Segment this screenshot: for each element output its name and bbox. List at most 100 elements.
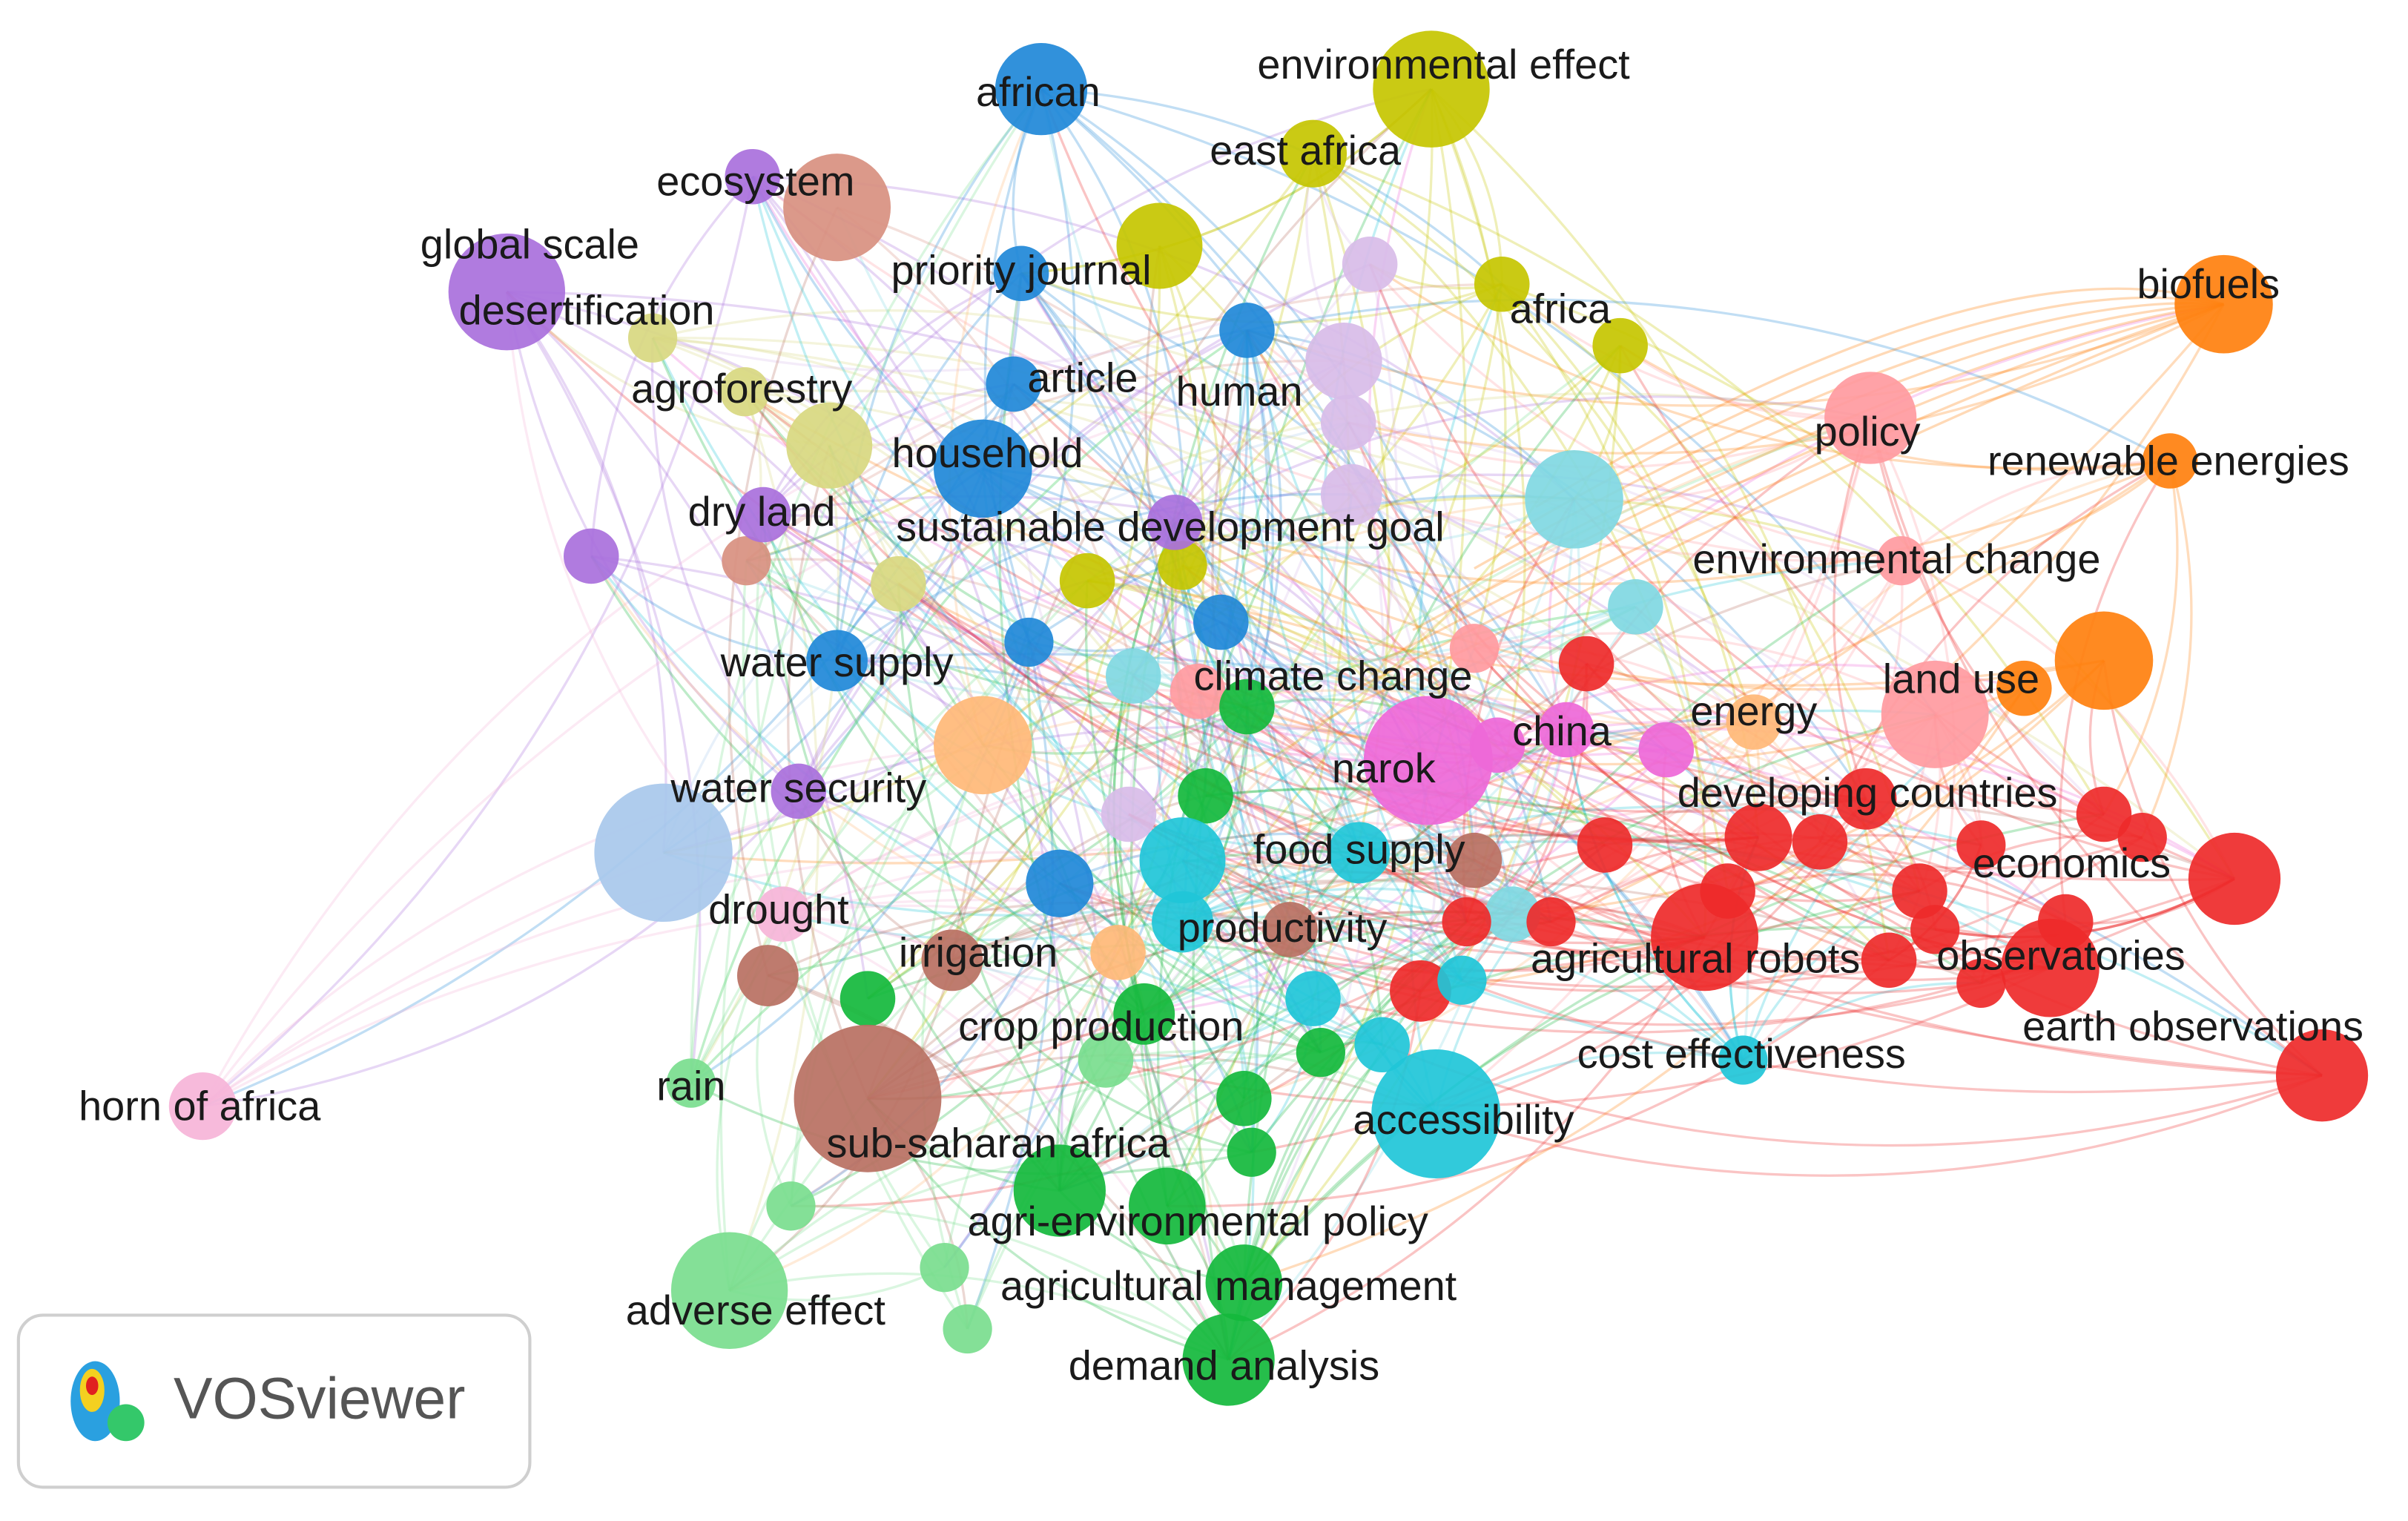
keyword-label: sustainable development goal	[896, 503, 1445, 550]
keyword-bubble	[994, 43, 1088, 136]
edge	[729, 1272, 1230, 1361]
keyword-bubble	[1446, 832, 1502, 888]
edge	[1420, 659, 2105, 992]
edge	[837, 653, 2323, 1077]
edge	[1348, 421, 2105, 816]
keyword-bubble	[1726, 694, 1782, 750]
keyword-bubble	[2174, 254, 2273, 354]
keyword-bubble	[1525, 450, 1623, 549]
edge	[690, 675, 1134, 1084]
edge	[951, 959, 1253, 1154]
edge	[1348, 303, 2225, 455]
keyword-label: desertification	[459, 286, 715, 333]
edge	[1144, 245, 1291, 931]
edge	[782, 887, 1422, 992]
keyword-label: policy	[1815, 408, 1921, 455]
edge	[1727, 687, 2025, 893]
edge	[1204, 345, 1622, 797]
edge	[867, 1053, 1436, 1115]
edge	[1220, 621, 1475, 661]
logo-icon	[85, 1376, 99, 1396]
keyword-bubble	[2275, 1029, 2369, 1122]
edge	[1511, 663, 1589, 915]
keyword-bubble	[2076, 786, 2132, 842]
edge	[1243, 813, 2105, 1284]
keyword-label: rain	[656, 1063, 725, 1109]
keyword-label: ecosystem	[656, 157, 854, 204]
keyword-bubble	[1373, 30, 1490, 148]
edge	[1586, 662, 1921, 892]
edge	[1058, 498, 1576, 1192]
keyword-bubble	[1227, 1127, 1276, 1177]
edge	[202, 176, 754, 1107]
edge	[1246, 705, 1890, 962]
edge	[1181, 859, 1705, 955]
keyword-bubble	[1059, 552, 1115, 609]
edge	[762, 513, 1322, 1053]
edge	[1869, 418, 2105, 816]
keyword-bubble	[1219, 679, 1275, 735]
keyword-label: renewable energies	[1988, 437, 2349, 484]
edge	[1565, 729, 1744, 1061]
keyword-bubble	[1956, 958, 2006, 1009]
edge	[981, 468, 1184, 923]
edge	[1086, 579, 1606, 846]
edge	[1040, 88, 1729, 893]
keyword-bubble	[670, 1232, 788, 1349]
keyword-label: water supply	[720, 639, 954, 685]
keyword-label: irrigation	[899, 928, 1058, 975]
edge	[897, 582, 2051, 970]
edge	[1040, 88, 1936, 716]
edge	[828, 445, 1322, 1054]
keyword-bubble	[1996, 660, 2052, 716]
keyword-bubble	[1158, 541, 1207, 590]
keyword-label: agroforestry	[631, 365, 852, 412]
edge	[867, 422, 1350, 1100]
keyword-bubble	[1835, 768, 1897, 830]
edge	[1040, 88, 1185, 566]
keyword-bubble	[2054, 611, 2154, 710]
keyword-bubble	[1474, 256, 1530, 312]
keyword-label: earth observations	[2022, 1003, 2364, 1049]
edge	[762, 514, 1061, 1192]
edge	[983, 88, 1043, 643]
keyword-bubble	[720, 367, 770, 417]
edge	[951, 360, 1345, 961]
keyword-bubble	[1577, 817, 1633, 873]
edge	[951, 911, 1290, 962]
edge	[836, 206, 1135, 676]
edge	[1901, 460, 2171, 562]
keyword-bubble	[1442, 897, 1491, 947]
keyword-label: agricultural robots	[1531, 935, 1860, 982]
edge	[1359, 840, 2323, 1077]
edge	[782, 913, 1253, 1153]
edge	[1174, 498, 1575, 550]
edge	[1435, 418, 1872, 1115]
keyword-bubble	[1342, 237, 1398, 292]
edge	[506, 291, 667, 853]
edge	[653, 337, 1755, 723]
edge	[1466, 560, 1903, 923]
edge	[751, 176, 1107, 1060]
edge	[690, 88, 1043, 1083]
keyword-bubble	[1824, 372, 1917, 464]
keyword-bubble	[1193, 594, 1249, 650]
edge	[1205, 713, 1936, 828]
edge	[1181, 283, 1502, 567]
keyword-label: priority journal	[891, 247, 1152, 294]
edge	[728, 206, 839, 976]
keyword-bubble	[725, 148, 780, 205]
edge	[1181, 894, 1468, 923]
edge	[1344, 494, 1463, 981]
edge	[1504, 296, 2224, 539]
edge	[982, 689, 1867, 800]
keyword-bubble	[1592, 317, 1648, 374]
keyword-bubble	[771, 763, 827, 819]
keyword-label: observatories	[1936, 932, 2186, 979]
edge	[745, 390, 1499, 746]
keyword-bubble	[1129, 1167, 1206, 1245]
edge	[835, 88, 1043, 661]
edge	[948, 88, 1043, 746]
keyword-bubble	[806, 630, 868, 692]
edge	[506, 291, 984, 746]
